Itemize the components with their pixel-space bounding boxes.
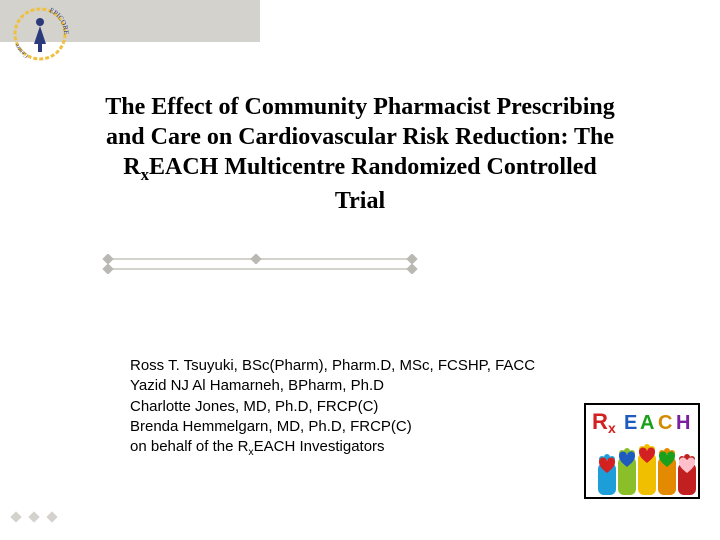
- rxeach-logo: R x E A C H: [584, 403, 700, 504]
- epicore-logo: EPICORE Centre: [10, 4, 70, 64]
- top-white-block: [260, 0, 720, 42]
- svg-text:Centre: Centre: [14, 42, 29, 58]
- slide-title: The Effect of Community Pharmacist Presc…: [100, 92, 620, 216]
- slide-top-bar: [0, 0, 720, 42]
- author-line-behalf: on behalf of the RxEACH Investigators: [130, 437, 590, 459]
- decorative-line-2: [100, 264, 420, 274]
- svg-text:EPICORE: EPICORE: [48, 6, 70, 35]
- svg-text:A: A: [640, 412, 654, 434]
- author-line: Ross T. Tsuyuki, BSc(Pharm), Pharm.D, MS…: [130, 356, 590, 376]
- author-line: Yazid NJ Al Hamarneh, BPharm, Ph.D: [130, 376, 590, 396]
- svg-text:H: H: [676, 412, 690, 434]
- author-line: Brenda Hemmelgarn, MD, Ph.D, FRCP(C): [130, 417, 590, 437]
- svg-text:R: R: [592, 409, 608, 434]
- svg-text:C: C: [658, 412, 672, 434]
- author-list: Ross T. Tsuyuki, BSc(Pharm), Pharm.D, MS…: [130, 356, 590, 459]
- svg-text:E: E: [624, 412, 637, 434]
- bottom-diamond-decor: [10, 509, 70, 530]
- decorative-line-1: [100, 254, 420, 264]
- author-line: Charlotte Jones, MD, Ph.D, FRCP(C): [130, 397, 590, 417]
- svg-text:x: x: [608, 420, 616, 436]
